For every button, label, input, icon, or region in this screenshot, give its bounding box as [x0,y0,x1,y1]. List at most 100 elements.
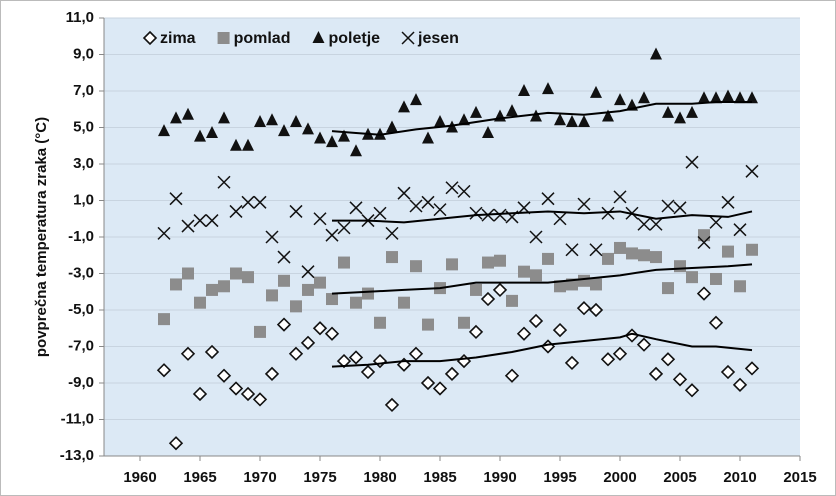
point [566,115,578,128]
point [313,212,327,226]
point [421,195,435,209]
point [480,291,496,307]
point [684,383,700,398]
point [338,256,350,269]
point [686,271,698,284]
y-tick-label: 7,0 [73,82,94,99]
point [661,199,675,213]
point [194,129,206,142]
trend-line [331,263,753,295]
point [518,265,530,278]
point [744,361,760,376]
point [289,204,303,218]
point [649,217,663,231]
point [384,397,400,413]
point [553,212,567,226]
point [254,325,266,338]
point [242,271,254,284]
y-tick-label: -13,0 [60,447,94,464]
y-tick-label: -9,0 [68,374,94,391]
x-tick-label: 1995 [543,469,576,486]
point [277,250,291,264]
y-tick-label: 3,0 [73,155,94,172]
point [337,221,351,235]
x-tick-label: 1970 [243,469,276,486]
point [554,113,566,126]
point [276,317,292,332]
point [314,276,326,289]
point [290,115,302,128]
point [601,206,615,220]
point [506,104,518,117]
point [348,350,364,365]
point [638,91,650,104]
y-tick-label: 5,0 [73,118,94,135]
point [398,100,410,113]
point [157,226,171,240]
point [373,206,387,220]
point [708,315,724,330]
point [180,346,196,361]
point [314,131,326,144]
point [589,243,603,257]
point [445,181,459,195]
point [422,318,434,331]
point [530,269,542,282]
point [158,124,170,137]
point [674,111,686,124]
point [192,386,208,402]
point [626,247,638,260]
point [409,199,423,213]
point [264,366,280,382]
y-tick-label: 1,0 [73,191,94,208]
point [470,283,482,296]
point [638,249,650,262]
point [721,195,735,209]
legend-label: zima [160,30,196,47]
point [444,366,460,382]
point [349,201,363,215]
point [554,280,566,293]
point [408,346,424,361]
point [542,82,554,95]
point [410,260,422,273]
point [253,195,267,209]
point [696,286,712,301]
x-tick-label: 1985 [423,469,456,486]
point [312,321,328,336]
point [686,105,698,118]
point [733,223,747,237]
point [338,129,350,142]
point [600,352,616,367]
point [266,289,278,302]
y-tick-label: 9,0 [73,45,94,62]
point [181,219,195,233]
point [300,335,316,350]
point [578,274,590,287]
point [205,214,219,228]
point [602,252,614,265]
point [278,274,290,287]
point [518,84,530,96]
point [398,296,410,309]
point [674,260,686,273]
point [614,241,626,254]
point [746,243,758,256]
legend-marker [401,31,415,45]
point [734,280,746,293]
point [362,287,374,300]
x-tick-label: 2015 [783,469,816,486]
point [168,436,184,451]
point [350,296,362,309]
point [410,93,422,106]
point [506,294,518,307]
point [458,316,470,329]
x-tick-label: 1975 [303,469,336,486]
point [709,215,723,229]
legend-marker [142,30,158,46]
series [156,282,760,451]
point [240,386,256,402]
x-tick-label: 2005 [663,469,696,486]
point [266,113,278,126]
